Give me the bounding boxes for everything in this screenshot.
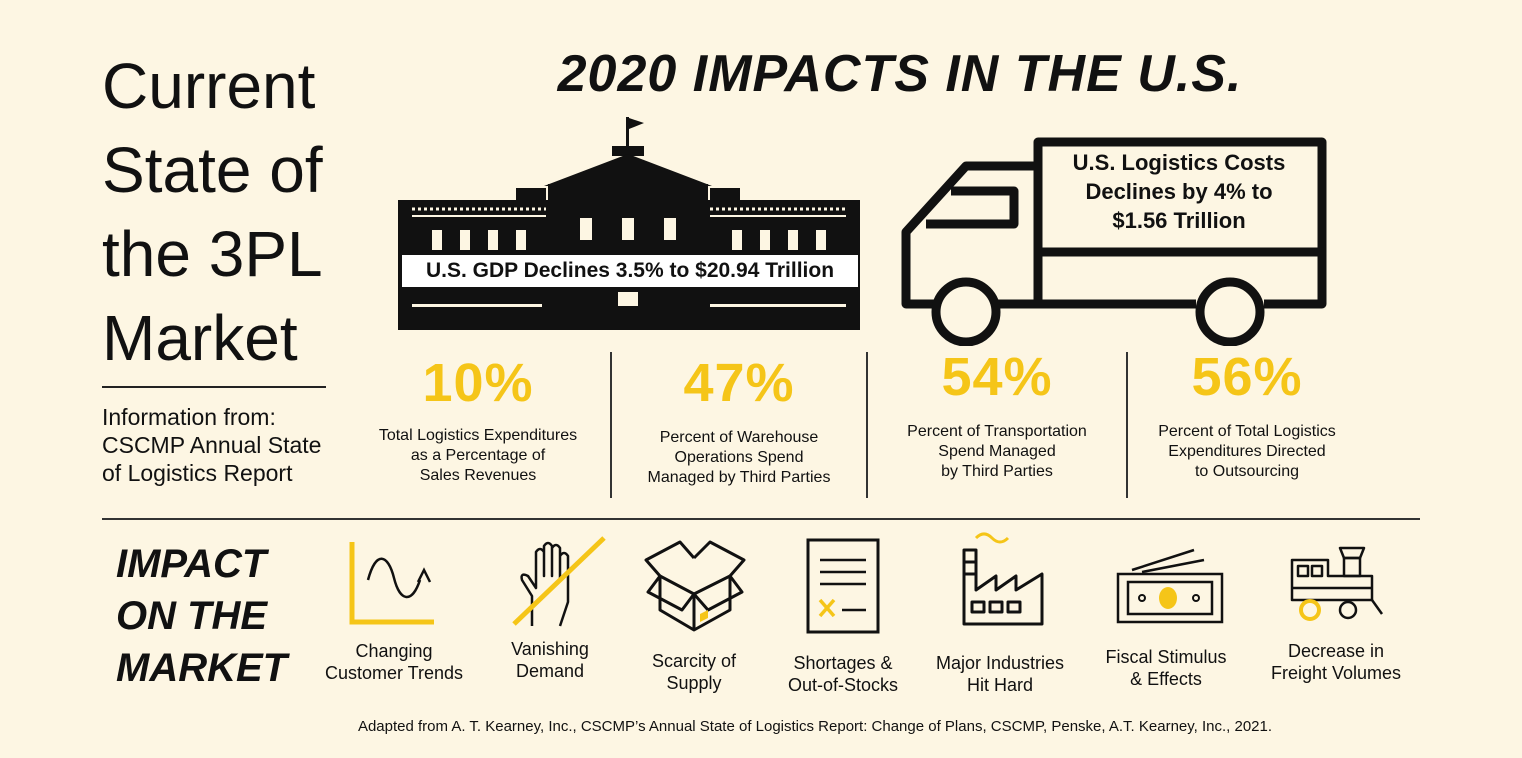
- stat-description: Percent of Total Logistics Expenditures …: [1136, 422, 1358, 482]
- banner-heading: 2020 IMPACTS IN THE U.S.: [557, 45, 1243, 103]
- title-line: State of: [102, 134, 323, 206]
- stat-desc-line: to Outsourcing: [1194, 463, 1300, 480]
- stat-desc-line: Expenditures Directed: [1168, 443, 1326, 460]
- impact-label-line: Major Industries: [935, 653, 1065, 673]
- train-icon: [1290, 546, 1384, 621]
- impact-heading: IMPACT ON THE MARKET: [116, 538, 316, 694]
- impact-label-line: Out-of-Stocks: [787, 675, 899, 695]
- stat-desc-line: by Third Parties: [941, 463, 1053, 480]
- capitol-building-icon: [398, 117, 860, 330]
- stat-value: 56%: [1191, 347, 1303, 407]
- truck-icon: [901, 137, 1327, 346]
- stat-divider: [866, 352, 868, 498]
- source-line: CSCMP Annual State: [102, 432, 322, 458]
- impact-label-line: Hit Hard: [966, 675, 1033, 695]
- impact-label-line: Vanishing: [511, 639, 589, 659]
- page-title: Current State of the 3PL Market: [102, 44, 362, 380]
- stat-value: 47%: [683, 353, 795, 413]
- title-line: Current: [102, 50, 316, 122]
- impact-label: Vanishing Demand: [480, 638, 620, 682]
- truck-label: U.S. Logistics Costs Declines by 4% to $…: [1046, 148, 1312, 235]
- impact-label-line: & Effects: [1130, 669, 1202, 689]
- source-footnote: Adapted from A. T. Kearney, Inc., CSCMP’…: [357, 718, 1273, 735]
- open-box-icon: [644, 540, 746, 632]
- source-line: Information from:: [102, 404, 276, 430]
- crossed-hand-icon: [512, 536, 606, 627]
- stat-block: 56% Percent of Total Logistics Expenditu…: [1136, 346, 1358, 482]
- impact-heading-line: MARKET: [116, 646, 288, 690]
- title-divider: [102, 386, 326, 388]
- impact-label-line: Decrease in: [1287, 641, 1385, 661]
- impact-label: Scarcity of Supply: [622, 650, 766, 694]
- impact-label: Fiscal Stimulus & Effects: [1086, 646, 1246, 690]
- impact-label-line: Changing: [355, 641, 433, 661]
- stat-desc-line: Operations Spend: [674, 449, 804, 466]
- impact-label-line: Customer Trends: [324, 663, 464, 683]
- section-divider: [102, 518, 1420, 520]
- source-line: of Logistics Report: [102, 460, 293, 486]
- stat-desc-line: Total Logistics Expenditures: [378, 427, 578, 444]
- truck-label-line: Declines by 4% to: [1085, 179, 1273, 204]
- source-info: Information from: CSCMP Annual State of …: [102, 403, 362, 487]
- impact-label: Major Industries Hit Hard: [920, 652, 1080, 696]
- trend-chart-icon: [349, 542, 434, 625]
- title-line: Market: [102, 302, 298, 374]
- impact-label-line: Shortages &: [793, 653, 893, 673]
- impact-label-line: Fiscal Stimulus: [1105, 647, 1227, 667]
- checklist-icon: [806, 538, 880, 634]
- truck-label-line: U.S. Logistics Costs: [1072, 150, 1286, 175]
- stat-desc-line: as a Percentage of: [410, 447, 546, 464]
- impact-heading-line: IMPACT: [116, 542, 267, 586]
- impact-label-line: Demand: [515, 661, 585, 681]
- title-line: the 3PL: [102, 218, 323, 290]
- impact-label: Changing Customer Trends: [306, 640, 482, 684]
- banknotes-icon: [1116, 548, 1224, 624]
- impact-label-line: Scarcity of: [651, 651, 737, 671]
- impact-label-line: Freight Volumes: [1270, 663, 1402, 683]
- truck-label-line: $1.56 Trillion: [1112, 208, 1246, 233]
- stat-value: 54%: [941, 347, 1053, 407]
- stat-divider: [1126, 352, 1128, 498]
- stat-description: Percent of Transportation Spend Managed …: [884, 422, 1110, 482]
- stat-desc-line: Managed by Third Parties: [647, 469, 831, 486]
- stat-description: Total Logistics Expenditures as a Percen…: [360, 426, 596, 486]
- stat-desc-line: Spend Managed: [938, 443, 1056, 460]
- factory-icon: [962, 532, 1044, 626]
- stat-desc-line: Percent of Transportation: [907, 423, 1087, 440]
- impact-label: Decrease in Freight Volumes: [1256, 640, 1416, 684]
- stat-description: Percent of Warehouse Operations Spend Ma…: [626, 428, 852, 488]
- impact-heading-line: ON THE: [116, 594, 268, 638]
- stat-desc-line: Percent of Warehouse: [659, 429, 819, 446]
- impact-label: Shortages & Out-of-Stocks: [766, 652, 920, 696]
- stat-block: 54% Percent of Transportation Spend Mana…: [884, 346, 1110, 482]
- stat-value: 10%: [422, 353, 534, 413]
- gdp-label: U.S. GDP Declines 3.5% to $20.94 Trillio…: [402, 252, 858, 290]
- stat-desc-line: Percent of Total Logistics: [1158, 423, 1336, 440]
- impact-label-line: Supply: [666, 673, 722, 693]
- stat-divider: [610, 352, 612, 498]
- stat-block: 10% Total Logistics Expenditures as a Pe…: [360, 352, 596, 486]
- stat-block: 47% Percent of Warehouse Operations Spen…: [626, 352, 852, 488]
- stat-desc-line: Sales Revenues: [419, 467, 537, 484]
